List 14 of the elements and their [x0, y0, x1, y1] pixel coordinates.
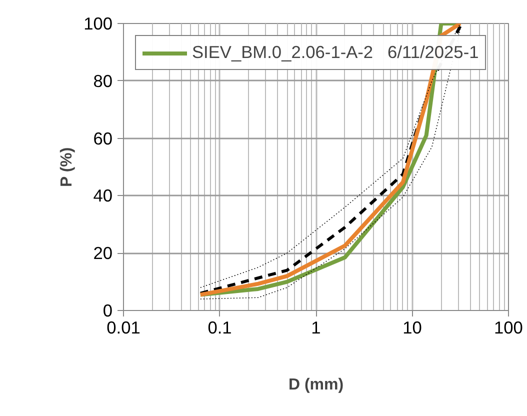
y-tick-label: 60 — [93, 128, 113, 148]
y-tick-label: 40 — [93, 186, 113, 206]
x-tick-label: 100 — [494, 318, 523, 338]
y-tick-label: 0 — [102, 300, 113, 320]
x-tick-label: 10 — [402, 318, 422, 338]
x-tick-label: 0.01 — [106, 318, 140, 338]
y-tick-label: 100 — [84, 14, 113, 34]
legend-label: SIEV_BM.0_2.06-1-A-2 6/11/2025-1 — [192, 42, 479, 63]
y-tick-label: 80 — [93, 70, 113, 91]
y-axis-title: P (%) — [58, 147, 76, 187]
x-axis-title: D (mm) — [288, 376, 344, 394]
x-tick-label: 0.1 — [208, 318, 232, 338]
x-tick-label: 1 — [311, 318, 321, 338]
y-tick-label: 20 — [93, 243, 113, 264]
